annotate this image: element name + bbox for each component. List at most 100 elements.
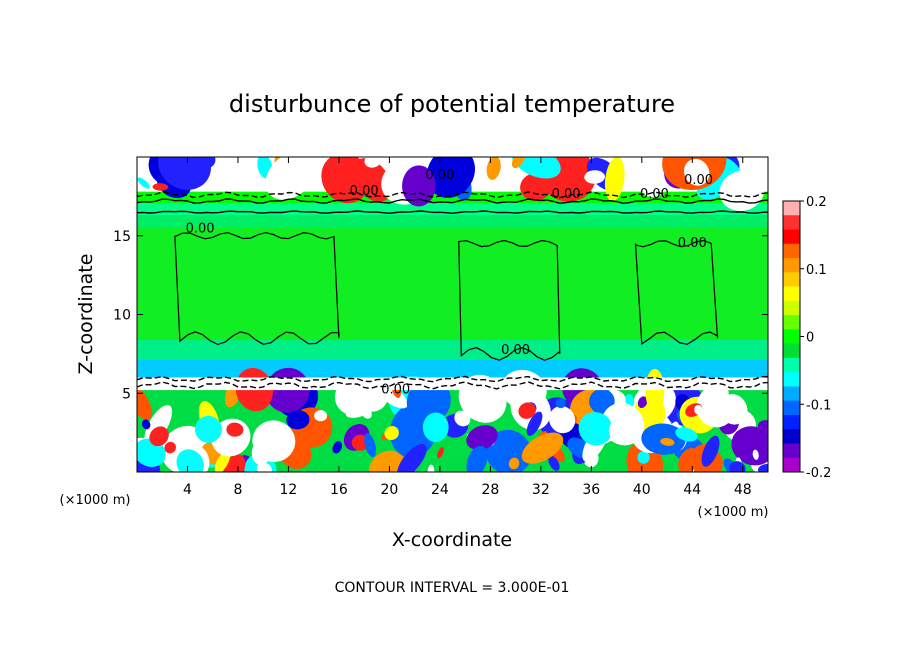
y-tick-label: 15 bbox=[113, 229, 131, 245]
boundary-layer-cell bbox=[645, 368, 665, 413]
colorbar-swatch bbox=[783, 443, 800, 459]
x-tick-label: 8 bbox=[233, 482, 242, 498]
x-tick-label: 4 bbox=[183, 482, 192, 498]
x-tick-label: 36 bbox=[582, 482, 600, 498]
colorbar-swatch bbox=[783, 386, 800, 402]
boundary-layer-cell bbox=[555, 398, 566, 409]
contour-interval-note: CONTOUR INTERVAL = 3.000E-01 bbox=[335, 580, 570, 596]
zero-contour bbox=[634, 239, 719, 345]
upper-turbulent-cell bbox=[520, 172, 552, 201]
boundary-layer-cell bbox=[589, 388, 615, 414]
colorbar-swatch bbox=[783, 414, 800, 430]
boundary-layer-cell bbox=[578, 412, 613, 446]
boundary-layer-cell bbox=[466, 445, 488, 472]
colorbar-swatch bbox=[783, 243, 800, 259]
x-tick-label: 32 bbox=[532, 482, 550, 498]
boundary-layer-cell bbox=[141, 419, 151, 430]
boundary-layer-cell bbox=[345, 403, 374, 418]
upper-turbulent-cell bbox=[152, 183, 169, 191]
upper-turbulent-cell bbox=[638, 169, 667, 198]
boundary-layer-cell bbox=[521, 432, 564, 464]
boundary-layer-cell bbox=[508, 457, 520, 470]
y-axis: 5 10 15 bbox=[113, 229, 768, 402]
contour-label: 0.00 bbox=[381, 382, 410, 397]
boundary-layer-cell bbox=[437, 447, 444, 459]
boundary-layer-cell bbox=[637, 451, 650, 464]
colorbar-swatch bbox=[783, 372, 800, 387]
boundary-layer-cell bbox=[368, 450, 407, 472]
boundary-layer-cell bbox=[332, 441, 343, 454]
colorbar-swatch bbox=[783, 229, 800, 245]
y-axis-label: Z-coordinate bbox=[75, 254, 97, 375]
boundary-layer-cell bbox=[194, 415, 222, 443]
boundary-layer-cell bbox=[214, 450, 231, 472]
contour-line-dashed bbox=[137, 381, 768, 390]
upper-turbulent-cell bbox=[321, 157, 370, 204]
x-tick-label: 28 bbox=[481, 482, 499, 498]
colorbar-swatch bbox=[783, 258, 800, 273]
colorbar-label: 0.2 bbox=[806, 195, 827, 210]
boundary-layer-cell bbox=[422, 412, 449, 443]
x-tick-label: 16 bbox=[330, 482, 348, 498]
boundary-layer-cell bbox=[518, 402, 536, 419]
boundary-layer-cell bbox=[137, 382, 153, 420]
contour-label: 0.00 bbox=[350, 184, 379, 199]
colorbar-label: -0.2 bbox=[806, 466, 831, 481]
boundary-layer-cell bbox=[314, 410, 328, 422]
boundary-layer-cell bbox=[466, 425, 498, 451]
contour-label: 0.00 bbox=[501, 343, 530, 358]
colorbar-swatch bbox=[783, 215, 800, 231]
colorbar-swatch bbox=[783, 329, 800, 345]
boundary-layer-cell bbox=[149, 426, 169, 447]
colorbar-swatch bbox=[783, 457, 800, 473]
contour-label: 0.00 bbox=[425, 168, 454, 183]
x-tick-label: 20 bbox=[380, 482, 398, 498]
plot-area: 0.00 0.00 0.00 0.00 0.00 0.00 0.00 0.00 0.00 bbox=[137, 157, 768, 472]
contour-lines: 0.00 0.00 0.00 0.00 0.00 0.00 0.00 0.00 0.00 bbox=[137, 168, 768, 397]
boundary-layer-cell bbox=[226, 422, 244, 437]
x-axis: 4 8 12 16 20 24 28 32 36 40 44 48 bbox=[183, 157, 752, 498]
chart-title: disturbunce of potential temperature bbox=[229, 90, 675, 118]
x-tick-label: 24 bbox=[431, 482, 449, 498]
turbulent-boundary-layer bbox=[137, 367, 768, 472]
contour-line bbox=[137, 198, 768, 205]
upper-turbulent-cell bbox=[511, 157, 561, 179]
boundary-layer-cell bbox=[176, 449, 204, 472]
boundary-layer-cell bbox=[256, 462, 273, 472]
boundary-layer-cell bbox=[701, 435, 720, 467]
boundary-layer-cell bbox=[397, 443, 427, 472]
boundary-layer-cell bbox=[364, 433, 377, 458]
x-unit-left: (×1000 m) bbox=[60, 493, 131, 508]
boundary-layer-cell bbox=[637, 396, 648, 408]
boundary-layer-cell bbox=[625, 394, 635, 408]
boundary-layer-cell bbox=[224, 454, 246, 472]
inversion-white-band bbox=[137, 377, 768, 391]
x-tick-label: 40 bbox=[633, 482, 651, 498]
contour-label: 0.00 bbox=[678, 236, 707, 251]
boundary-layer-cell bbox=[694, 404, 703, 415]
colorbar-swatch bbox=[783, 201, 800, 216]
upper-turbulent-cell bbox=[158, 157, 211, 190]
colorbar-swatch bbox=[783, 300, 800, 316]
colorbar: 0.2 0.1 0 -0.1 -0.2 bbox=[782, 195, 831, 481]
x-tick-label: 12 bbox=[280, 482, 298, 498]
contour-line bbox=[137, 210, 768, 215]
zero-contour bbox=[174, 231, 340, 346]
colorbar-label: 0 bbox=[806, 331, 814, 346]
boundary-layer-cell bbox=[731, 426, 768, 466]
colorbar-label: -0.1 bbox=[806, 398, 831, 413]
y-tick-label: 5 bbox=[122, 386, 131, 402]
boundary-layer-cell bbox=[608, 414, 640, 443]
layer-upper-stable-cyan bbox=[137, 215, 768, 227]
boundary-layer-cell bbox=[757, 420, 768, 432]
boundary-layer-cell bbox=[164, 441, 176, 454]
colorbar-swatch bbox=[783, 400, 800, 416]
layer-lower-cyan-band bbox=[137, 340, 768, 362]
boundary-layer-cell bbox=[491, 449, 503, 467]
colorbar-swatch bbox=[783, 343, 800, 359]
upper-turbulent-cell bbox=[265, 157, 316, 200]
boundary-layer-cell bbox=[286, 410, 310, 430]
contour-label: 0.00 bbox=[552, 187, 581, 202]
boundary-layer-cell bbox=[660, 438, 675, 446]
